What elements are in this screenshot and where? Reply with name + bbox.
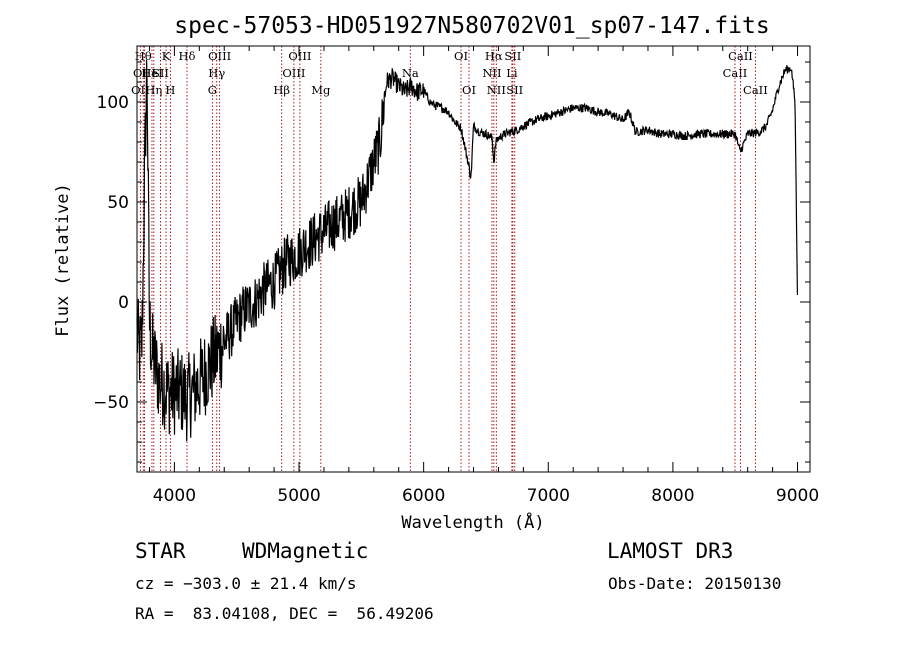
spectrum-line [136,59,798,442]
line-marker-label-9: G [208,83,217,97]
x-tick-label-0: 4000 [153,486,196,506]
line-marker-label-22: Li [506,66,518,80]
x-axis-label: Wavelength (Å) [401,511,544,533]
line-marker-label-13: OIII [282,66,305,80]
line-marker-label-0: OII [131,83,150,97]
line-marker-label-11: OIII [208,49,231,63]
line-marker-label-12: Hβ [273,83,290,97]
line-marker-label-10: Hγ [208,66,225,80]
redshift-velocity: cz = −303.0 ± 21.4 km/s [135,574,357,593]
spectrum-chart: spec-57053-HD051927N580702V01_sp07-147.f… [53,13,819,533]
line-marker-label-7: H [165,83,175,97]
x-tick-label-2: 6000 [402,486,445,506]
line-marker-label-20: Hα [485,49,503,63]
y-axis-ticks: −50 0 50 100 [93,61,810,463]
chart-title: spec-57053-HD051927N580702V01_sp07-147.f… [174,13,769,39]
line-marker-label-25: CaII [723,66,748,80]
y-axis-label: Flux (relative) [53,183,73,337]
plot-frame [136,45,811,473]
ra-dec-coordinates: RA = 83.04108, DEC = 56.49206 [135,604,434,623]
x-tick-label-3: 7000 [527,486,570,506]
object-class: STAR [135,539,186,563]
line-marker-label-16: Na [402,66,419,80]
line-marker-label-15: Mg [311,83,331,97]
line-marker-label-17: OI [454,49,468,63]
line-marker-label-14: OIII [288,49,311,63]
line-markers: OIIHθHηOIIIHeISIIKHHδGHγOIIIHβOIIIOIIIMg… [131,46,768,472]
line-marker-label-1: Hθ [135,49,152,63]
observation-date: Obs-Date: 20150130 [608,574,782,593]
line-marker-label-24: SII [506,83,523,97]
y-tick-label-1: 0 [118,293,129,313]
object-subclass: WDMagnetic [242,539,369,563]
line-marker-label-6: K [162,49,171,63]
line-marker-label-23: SII [504,49,521,63]
x-tick-label-1: 5000 [277,486,320,506]
y-tick-label-3: 100 [97,93,129,113]
survey-name: LAMOST DR3 [607,539,734,563]
line-marker-label-5: SII [152,66,169,80]
x-tick-label-4: 8000 [651,486,694,506]
line-marker-label-8: Hδ [178,49,195,63]
line-marker-label-18: OI [462,83,476,97]
y-tick-label-2: 50 [107,193,129,213]
line-marker-label-19: NII [482,66,501,80]
line-marker-label-3: OIII [133,66,156,80]
line-marker-label-26: CaII [728,49,753,63]
x-tick-label-5: 9000 [776,486,819,506]
line-marker-label-2: Hη [145,83,162,97]
line-marker-label-27: CaII [743,83,768,97]
y-tick-label-0: −50 [93,393,129,413]
x-axis-ticks: 4000 5000 6000 7000 8000 9000 [148,46,819,506]
line-marker-label-21: NII [487,83,506,97]
